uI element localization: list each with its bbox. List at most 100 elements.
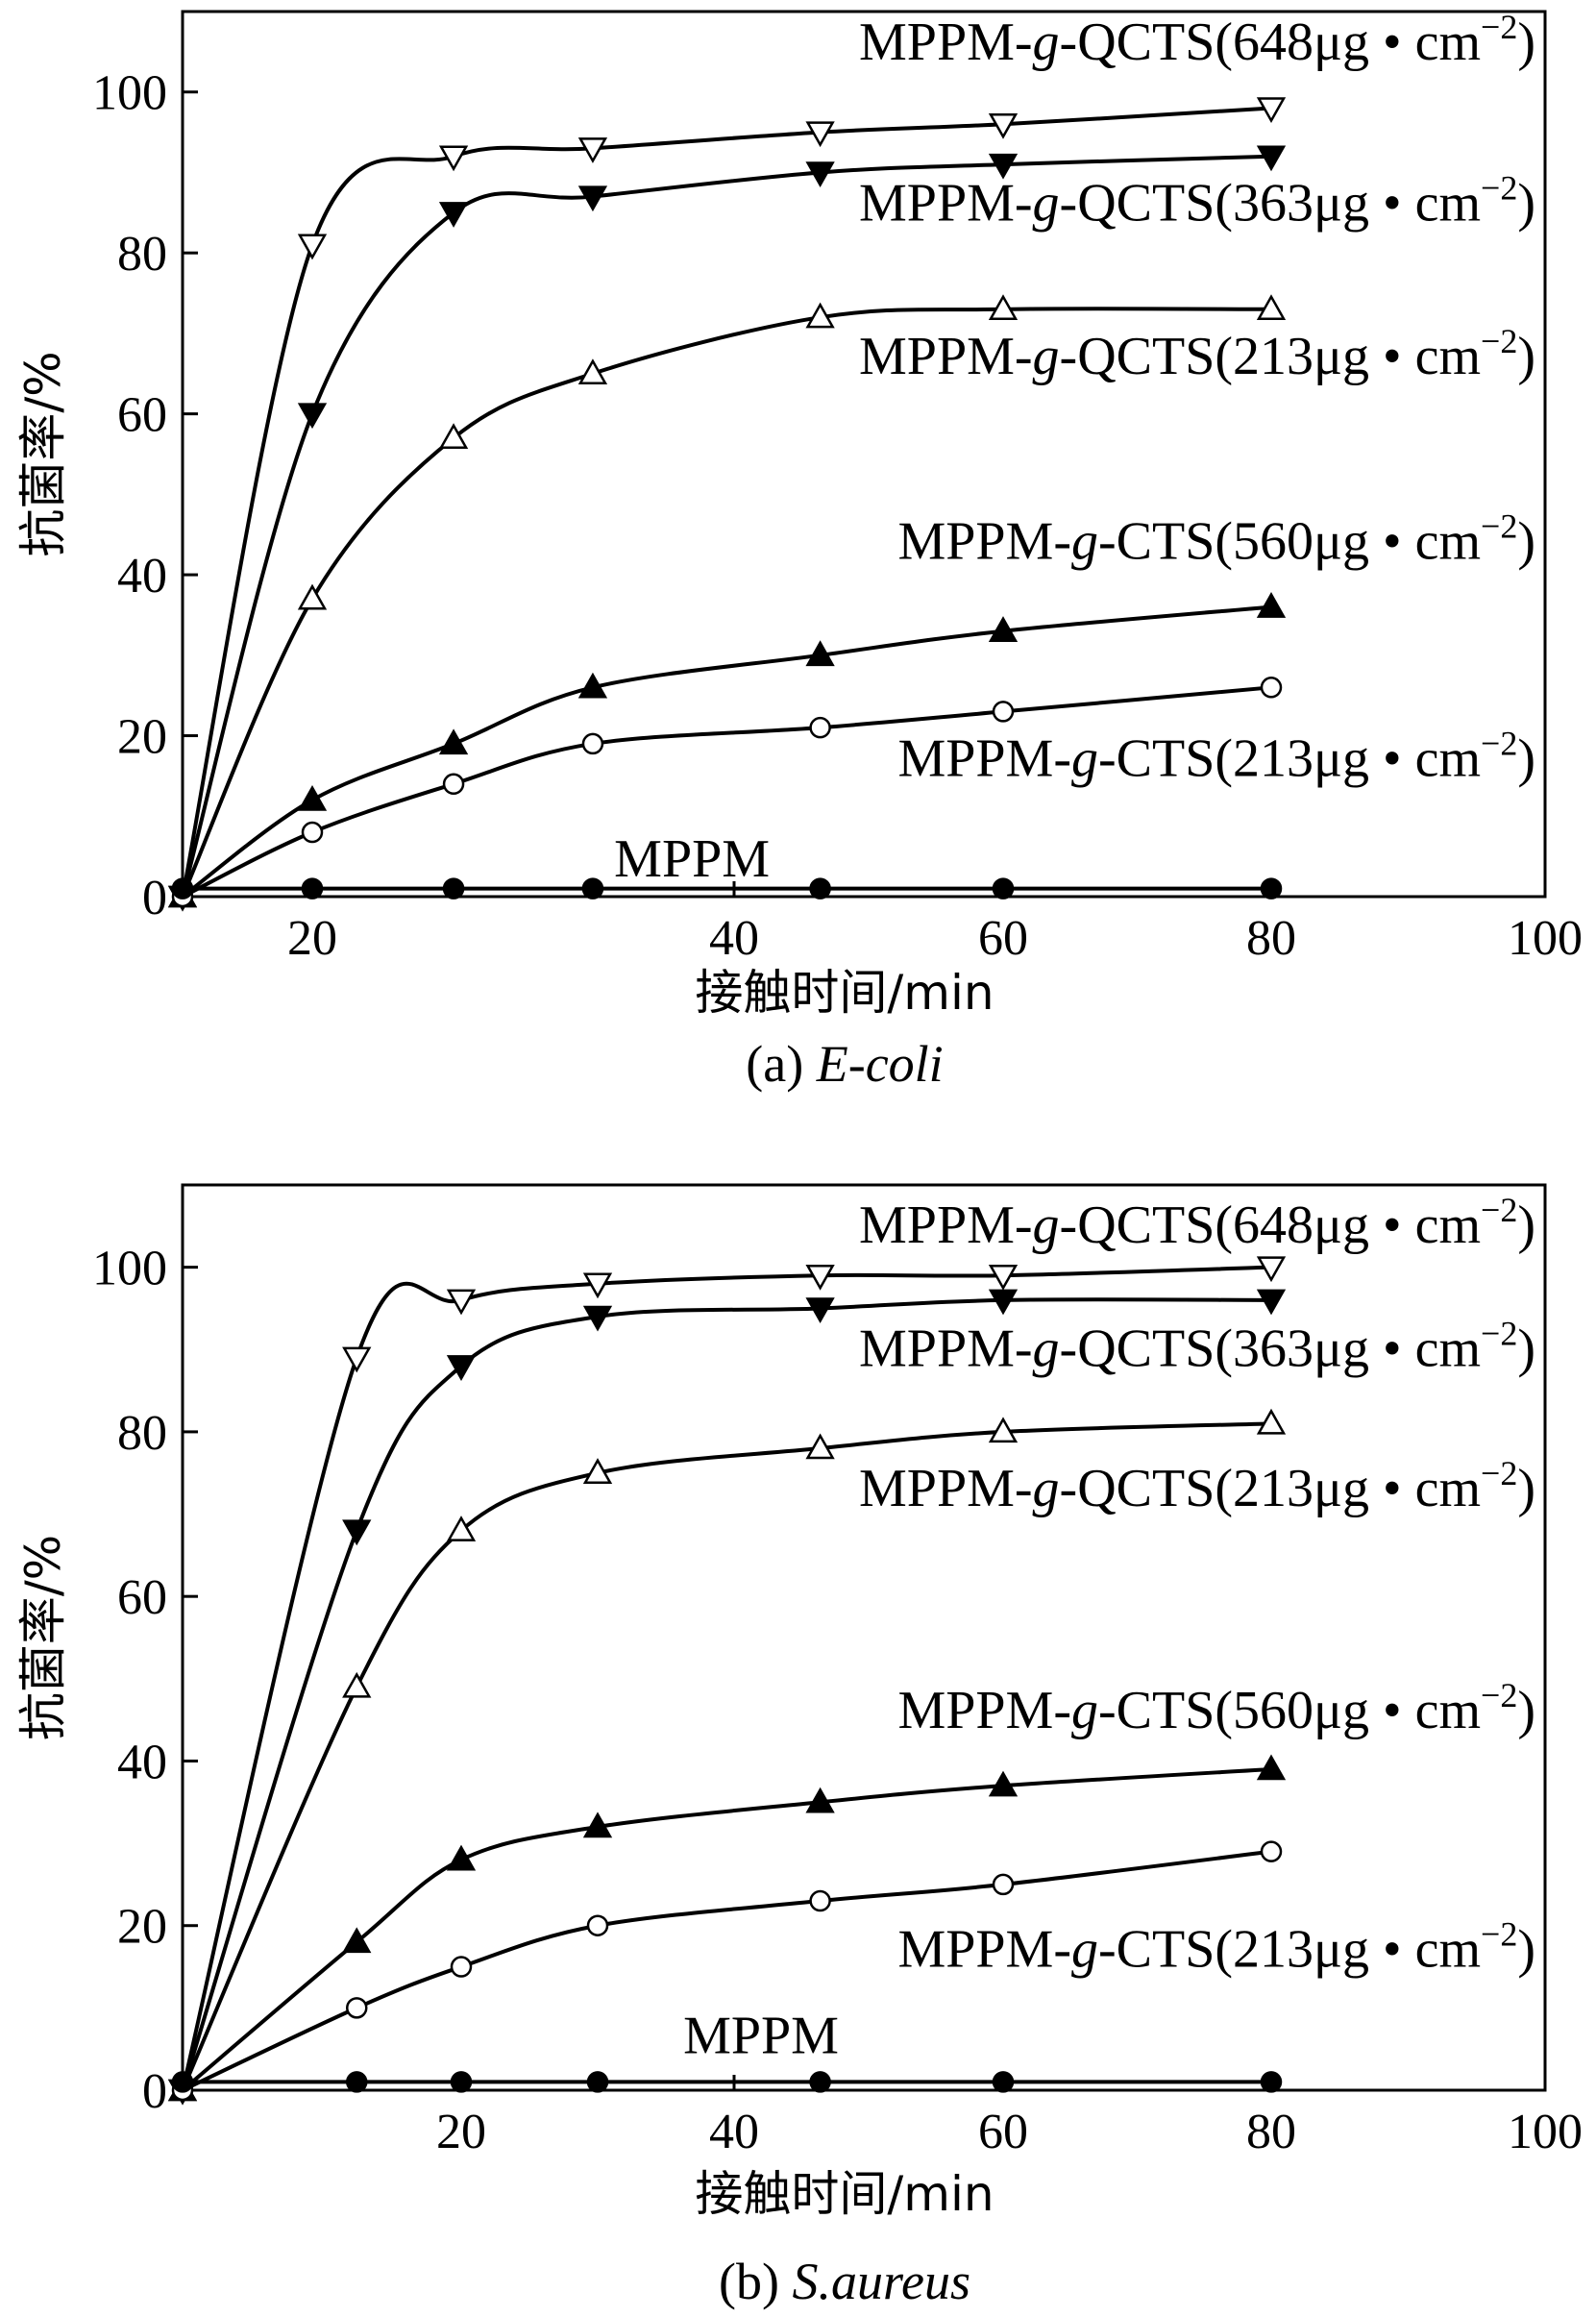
data-point <box>809 877 831 900</box>
plot-frame <box>181 10 1547 899</box>
panel-caption: (b) S.aureus <box>719 2253 970 2310</box>
data-point <box>805 1264 835 1291</box>
data-point <box>450 2071 473 2093</box>
data-point <box>346 2071 368 2093</box>
data-point <box>988 294 1019 321</box>
x-tick-label: 40 <box>709 911 759 966</box>
y-tick-label: 60 <box>117 388 167 443</box>
data-point <box>171 2071 194 2093</box>
caption-organism: E-coli <box>816 1035 944 1093</box>
series-label-close: ) <box>1517 1195 1535 1255</box>
series-label-main: MPPM- <box>859 174 1033 234</box>
data-point <box>342 1927 372 1954</box>
series-label-sup: −2 <box>1481 506 1517 545</box>
data-point <box>809 1889 831 1912</box>
data-point <box>301 877 324 900</box>
series-label-close: ) <box>1517 1681 1535 1740</box>
x-tick-label: 20 <box>436 2105 486 2159</box>
series-label: MPPM-g-QCTS(363μg • cm−2) <box>859 169 1535 234</box>
y-tick-label: 80 <box>117 1406 167 1461</box>
x-tick-label: 60 <box>978 911 1028 966</box>
y-tick-label: 60 <box>117 1570 167 1625</box>
series-1: MPPM-g-QCTS(363μg • cm−2) <box>167 145 1535 912</box>
data-point <box>342 1519 372 1546</box>
data-point <box>805 121 835 148</box>
series-label-italic: g <box>1033 327 1060 386</box>
series-label-main: MPPM- <box>897 1920 1071 1980</box>
data-point <box>446 1516 477 1541</box>
data-point <box>577 185 608 212</box>
y-axis-title: 抗菌率/% <box>15 1535 71 1740</box>
y-tick-label: 20 <box>117 1900 167 1955</box>
series-label-sup: −2 <box>1481 169 1517 208</box>
data-point <box>992 1873 1015 1896</box>
series-label-sup: −2 <box>1481 8 1517 46</box>
series-label: MPPM-g-QCTS(363μg • cm−2) <box>859 1314 1535 1378</box>
series-4: MPPM-g-CTS(213μg • cm−2) <box>171 1840 1535 2102</box>
series-label: MPPM <box>614 829 770 889</box>
x-tick-label: 60 <box>978 2105 1028 2159</box>
series-label-close: ) <box>1517 327 1535 386</box>
series-label-close: ) <box>1517 511 1535 571</box>
series-label-main: MPPM- <box>897 728 1071 788</box>
series-label: MPPM-g-CTS(560μg • cm−2) <box>897 506 1535 571</box>
series-label-rest: -QCTS(363μg • cm <box>1060 1319 1481 1378</box>
series-label-rest: -CTS(213μg • cm <box>1098 728 1481 788</box>
y-tick-label: 80 <box>117 227 167 282</box>
series-label-sup: −2 <box>1481 322 1517 360</box>
data-point <box>988 1289 1019 1316</box>
data-point <box>988 1770 1019 1797</box>
series-3: MPPM-g-CTS(560μg • cm−2) <box>167 1676 1535 2102</box>
y-tick-label: 40 <box>117 1735 167 1789</box>
data-point <box>1260 1840 1283 1862</box>
chart-panel-a: 0 20 40 60 80 100 20 40 60 80 100 接触时间/min 抗菌率/% (a) … <box>15 8 1583 1093</box>
data-point <box>577 137 608 163</box>
data-point <box>577 358 608 385</box>
data-point <box>346 1997 368 2019</box>
x-tick-label: 80 <box>1246 2105 1296 2159</box>
series-label-italic: g <box>1071 728 1098 788</box>
data-point <box>1256 294 1287 321</box>
caption-organism: S.aureus <box>792 2253 970 2310</box>
y-tick-label: 20 <box>117 710 167 765</box>
series-label-rest: -QCTS(213μg • cm <box>1060 327 1481 386</box>
series-label-sup: −2 <box>1481 1314 1517 1352</box>
data-point <box>450 1956 473 1978</box>
y-tick-label: 40 <box>117 549 167 604</box>
series-label-main: MPPM- <box>859 1459 1033 1518</box>
series-label-italic: g <box>1033 174 1060 234</box>
series-label-sup: −2 <box>1481 1915 1517 1954</box>
series-4: MPPM-g-CTS(213μg • cm−2) <box>171 677 1535 908</box>
data-point <box>171 877 194 900</box>
x-axis-title: 接触时间/min <box>695 965 994 1021</box>
series-label-close: ) <box>1517 1319 1535 1378</box>
data-point <box>805 640 835 667</box>
series-label-close: ) <box>1517 12 1535 72</box>
series-label-italic: g <box>1033 1459 1060 1518</box>
data-point <box>582 1812 613 1838</box>
data-point <box>586 1914 609 1936</box>
series-label-rest: -QCTS(648μg • cm <box>1060 12 1481 72</box>
x-tick-label: 20 <box>287 911 337 966</box>
series-label-italic: g <box>1033 1319 1060 1378</box>
series-5: MPPM <box>171 2006 1283 2093</box>
data-point <box>988 1417 1019 1443</box>
data-point <box>1260 677 1283 699</box>
data-point <box>992 2071 1015 2093</box>
y-axis-title: 抗菌率/% <box>15 351 71 556</box>
series-label: MPPM-g-CTS(560μg • cm−2) <box>897 1676 1535 1740</box>
data-point <box>809 716 831 739</box>
series-label-italic: g <box>1071 1920 1098 1980</box>
data-point <box>805 302 835 329</box>
data-point <box>442 773 465 796</box>
series-label-main: MPPM <box>683 2006 839 2065</box>
series-label-italic: g <box>1033 1195 1060 1255</box>
series-line <box>181 307 1272 898</box>
data-point <box>446 1844 477 1871</box>
data-point <box>342 1671 372 1698</box>
data-point <box>988 112 1019 139</box>
series-label-main: MPPM- <box>859 12 1033 72</box>
x-tick-label: 100 <box>1508 2105 1583 2159</box>
data-point <box>992 877 1015 900</box>
